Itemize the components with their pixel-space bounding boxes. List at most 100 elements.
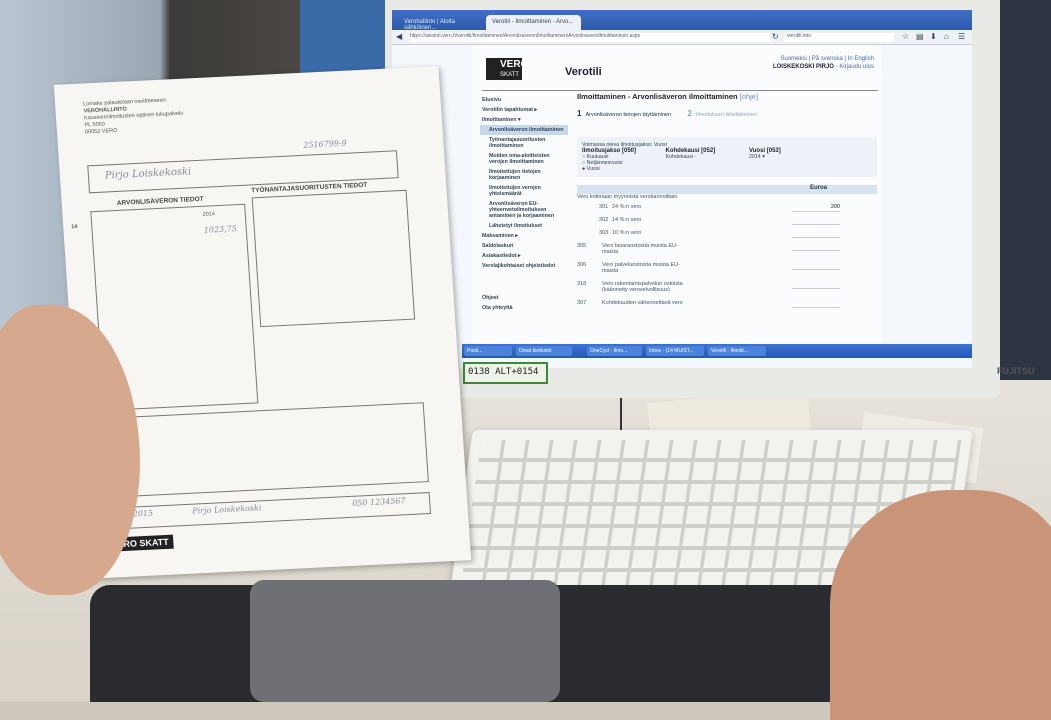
mouse-pad (250, 580, 560, 702)
sidebar-item[interactable]: Verotilin tapahtumat ▸ (482, 107, 538, 113)
row-code: 303 (599, 230, 609, 236)
help-link[interactable]: [ohje] (739, 92, 759, 101)
sidebar-item[interactable]: Verolajikohtaiset ohjeistiedot (482, 263, 556, 269)
sidebar-item[interactable]: Ilmoitettujen verojen yhteismäärät (489, 185, 541, 197)
logout-link[interactable]: Kirjaudu ulos (839, 64, 874, 70)
web-page: VERO SKATT Verotili Suomeksi | På svenska… (472, 45, 882, 345)
page-heading: Ilmoittaminen - Arvonlisäveron ilmoittam… (577, 92, 759, 101)
row-label: Vero palveluostoista muista EU-maista (602, 262, 680, 274)
row-label: Vero rakentamispalvelun ostoista (käänne… (602, 281, 683, 293)
handwritten-id: 2516799-9 (303, 138, 348, 150)
search-input[interactable]: verotili.mio (784, 33, 894, 42)
right-hand (830, 490, 1051, 720)
home-icon[interactable]: ⌂ (944, 32, 949, 41)
form-year: 2014 (202, 211, 216, 218)
taskbar-item[interactable]: Inbox - (14 MUIST... (646, 346, 704, 356)
sidebar: Etusivu Verotilin tapahtumat ▸ Ilmoittam… (480, 95, 568, 313)
amount-input[interactable] (792, 230, 840, 238)
divider (482, 90, 878, 91)
url-input[interactable]: https://asiointi.vero.fi/verotili/Ilmoit… (410, 33, 770, 42)
row-label: 24 %:n vero (612, 204, 642, 210)
amount-input[interactable] (792, 217, 840, 225)
amount-input[interactable] (792, 300, 840, 308)
sticky-note: 0138 ALT+0154 (463, 362, 548, 384)
radio-option[interactable]: ○ Kuukausi (582, 154, 609, 160)
sidebar-item[interactable]: Ilmoitettujen tietojen korjaaminen (489, 169, 541, 181)
amount-input[interactable]: 200 (792, 204, 840, 212)
taskbar-item[interactable]: Verotili - Ilmoitt... (708, 346, 766, 356)
cable (620, 398, 622, 448)
sidebar-item[interactable]: Lähetetyt ilmoitukset (489, 223, 542, 229)
taskbar-item[interactable]: Posti... (464, 346, 512, 356)
target-label: Kohdekausi [052] (665, 148, 716, 154)
row-label: Vero tavaraostoista muista EU-maista (602, 243, 678, 255)
language-links[interactable]: Suomeksi | På svenska | In English (780, 56, 875, 62)
row-code: 302 (599, 217, 609, 223)
sidebar-item[interactable]: Muiden oma-aloitteisten verojen ilmoitta… (489, 153, 550, 165)
vat-row: 302 14 %:n vero (577, 217, 877, 230)
row-code: 306 (577, 262, 587, 268)
period-panel: Voimassa oleva ilmoitusjakso: Vuosi Ilmo… (577, 137, 877, 177)
back-icon[interactable]: ◀ (396, 32, 403, 41)
vero-logo: VERO SKATT (486, 58, 528, 80)
step-1: 1 Arvonlisäveron tietojen täyttäminen (577, 109, 672, 118)
vat-section-title: ARVONLISÄVERON TIEDOT (116, 195, 204, 207)
sidebar-item[interactable]: Ota yhteyttä (482, 305, 513, 311)
row-label: Kohdekauden vähennettävä vero (602, 300, 683, 306)
vat-row: 306 Vero palveluostoista muista EU-maista (577, 262, 877, 281)
download-icon[interactable]: ⬇ (930, 32, 937, 41)
sidebar-item[interactable]: Ohjeet (482, 295, 499, 301)
screen: Verohallinto | Aloita sähköinen... Verot… (392, 10, 972, 368)
user-name: LOISKEKOSKI PIRJO (772, 64, 834, 70)
star-icon[interactable]: ☆ (902, 32, 910, 41)
sidebar-item[interactable]: Maksaminen ▸ (482, 233, 518, 239)
step-2: 2 Ilmoituksen lähettäminen (687, 109, 757, 118)
amount-input[interactable] (792, 243, 840, 251)
sidebar-item[interactable]: Saldolaskuri (482, 243, 514, 249)
form-address: Lomake palautetaan osoitteeseen: VEROHALL… (82, 97, 184, 136)
taskbar-item[interactable]: Omat tiedostot (516, 346, 572, 356)
sidebar-item[interactable]: Arvonlisäveron EU-yhteenvetoilmoituksen … (489, 201, 555, 219)
row-code: 307 (577, 300, 587, 306)
sidebar-item[interactable]: Asiakastiedot ▸ (482, 253, 521, 259)
clipboard-icon[interactable]: ▤ (916, 32, 924, 41)
refresh-icon[interactable]: ↻ (772, 32, 779, 41)
amount-input[interactable] (792, 281, 840, 289)
browser-tab[interactable]: Verohallinto | Aloita sähköinen... (404, 19, 455, 31)
radio-option-selected[interactable]: ● Vuosi (582, 166, 600, 172)
period-label: Ilmoitusjakso [050] (582, 148, 637, 154)
section-title: Vero kotimaan myynnistä verokannoittain (577, 194, 678, 200)
taskbar-item[interactable]: OneCycl - Ilmo... (587, 346, 642, 356)
browser-tab-active[interactable]: Verotili - Ilmoittaminen - Arvo... (486, 15, 581, 30)
euro-column-header: Euroa (577, 185, 877, 194)
handwritten-amount: 1023,75 (203, 224, 238, 235)
row-code: 318 (577, 281, 587, 287)
app-title: Verotili (565, 66, 602, 78)
background-monitor (300, 0, 390, 75)
period-note: Voimassa oleva ilmoitusjakso: Vuosi (582, 142, 667, 148)
amount-input[interactable] (792, 262, 840, 270)
taskbar: Posti... Omat tiedostot OneCycl - Ilmo..… (462, 344, 972, 358)
menu-icon[interactable]: ☰ (958, 32, 966, 41)
vat-row: 318 Vero rakentamispalvelun ostoista (kää… (577, 281, 877, 300)
address-bar: ◀ https://asiointi.vero.fi/verotili/Ilmo… (392, 30, 972, 45)
row-label: 14 %:n vero (612, 217, 642, 223)
sidebar-item[interactable]: Työnantajasuoritusten ilmoittaminen (489, 137, 546, 149)
vat-row: 307 Kohdekauden vähennettävä vero (577, 300, 877, 319)
main-content: Ilmoittaminen - Arvonlisäveron ilmoittam… (577, 92, 877, 319)
radio-option[interactable]: ○ Neljännesvuosi (582, 160, 623, 166)
vat-row: 305 Vero tavaraostoista muista EU-maista (577, 243, 877, 262)
sidebar-item[interactable]: Etusivu (482, 97, 502, 103)
employer-table (251, 189, 416, 328)
sidebar-item[interactable]: Ilmoittaminen ▾ (482, 117, 521, 123)
vat-row: 301 24 %:n vero 200 (577, 204, 877, 217)
vat-row: 303 10 %:n vero (577, 230, 877, 243)
year-label: Vuosi [053] (748, 148, 781, 154)
year-select[interactable]: 2014 ▾ (748, 154, 765, 160)
sidebar-item-active[interactable]: Arvonlisäveron ilmoittaminen (480, 125, 568, 135)
tab-bar: Verohallinto | Aloita sähköinen... Verot… (392, 10, 972, 31)
row-code: 301 (599, 204, 609, 210)
monitor-brand: FUJITSU (997, 366, 1035, 376)
additional-table (103, 402, 429, 498)
target-select[interactable]: Kohdekausi - (665, 154, 697, 160)
